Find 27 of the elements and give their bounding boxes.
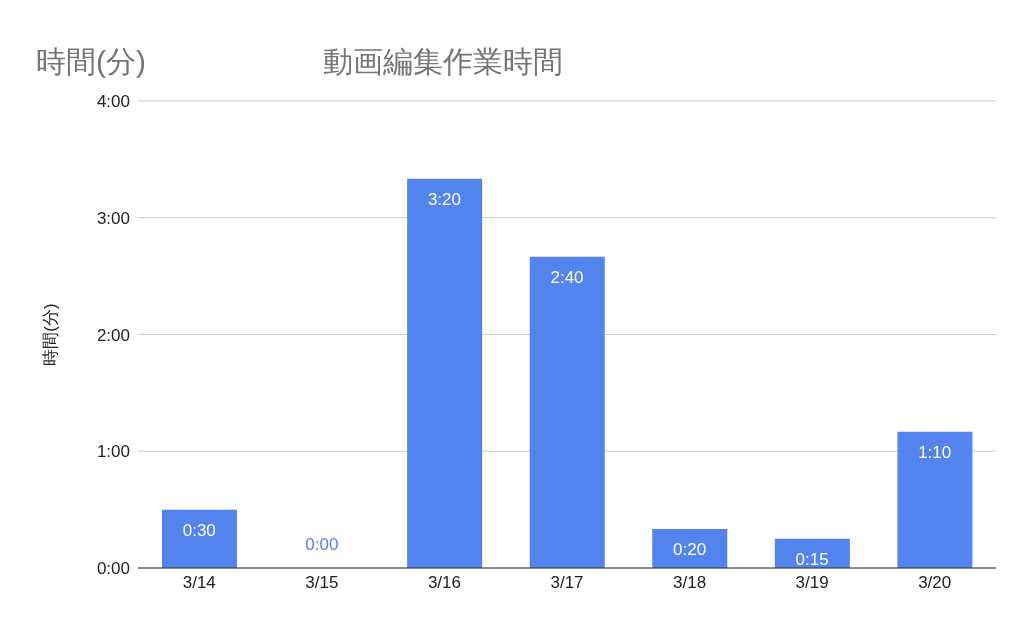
- bar: [162, 509, 237, 568]
- x-tick-label: 3/16: [427, 573, 461, 593]
- y-tick-label: 1:00: [96, 442, 130, 462]
- y-tick-label: 0:00: [96, 559, 130, 579]
- data-label: 0:00: [305, 535, 339, 554]
- x-tick-label: 3/18: [673, 573, 707, 593]
- data-label: 0:15: [795, 549, 829, 569]
- bar: [897, 431, 973, 568]
- x-tick-label: 3/19: [795, 573, 829, 593]
- data-label: 1:10: [918, 442, 952, 462]
- chart-title: 動画編集作業時間: [323, 44, 563, 80]
- y-tick-label: 3:00: [96, 208, 130, 228]
- data-label: 0:30: [182, 520, 216, 540]
- data-label: 3:20: [427, 189, 461, 209]
- x-tick-label: 3/17: [550, 573, 584, 593]
- bar: [407, 178, 483, 568]
- y-axis-title: 時間(分): [41, 303, 61, 366]
- y-tick-label: 4:00: [96, 92, 130, 112]
- data-label: 2:40: [550, 267, 584, 287]
- bar: [529, 256, 605, 568]
- text: 時間(分): [36, 44, 146, 80]
- x-tick-label: 3/14: [182, 573, 216, 593]
- y-tick-label: 2:00: [96, 325, 130, 345]
- data-label: 0:20: [673, 540, 707, 560]
- x-tick-label: 3/20: [918, 573, 952, 593]
- x-tick-label: 3/15: [305, 573, 339, 593]
- bar: [652, 529, 728, 568]
